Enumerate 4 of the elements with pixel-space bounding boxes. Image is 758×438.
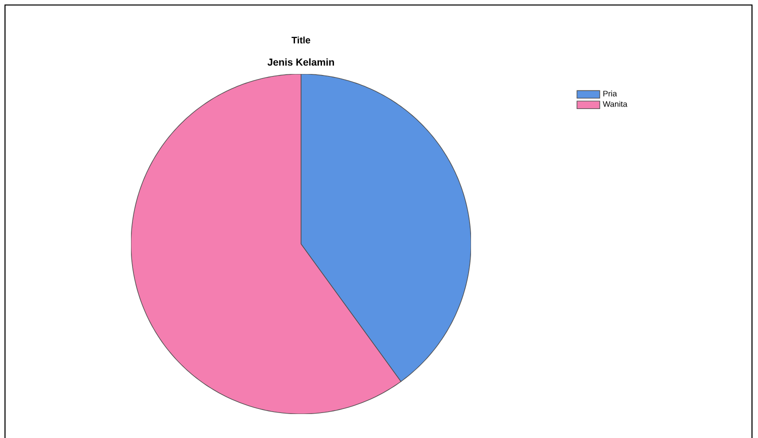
chart-subtitle: Jenis Kelamin xyxy=(268,58,334,66)
legend-label: Wanita xyxy=(602,100,628,107)
legend-label: Pria xyxy=(603,90,617,96)
chart-title: Title xyxy=(292,36,310,44)
